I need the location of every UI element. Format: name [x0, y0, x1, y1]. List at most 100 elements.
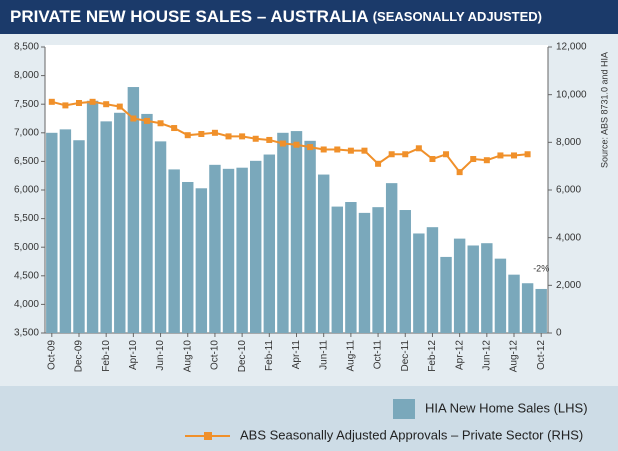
- bar: [141, 113, 153, 333]
- marker: [211, 129, 218, 136]
- marker: [62, 102, 69, 109]
- bar: [46, 132, 58, 333]
- y-tick-label: 4,500: [14, 270, 39, 281]
- y-tick-label: 3,500: [14, 328, 39, 339]
- bar: [481, 243, 493, 333]
- marker: [157, 120, 164, 127]
- bar: [399, 210, 411, 333]
- marker: [89, 98, 96, 105]
- y-tick-label: 8,000: [14, 70, 39, 81]
- marker: [48, 98, 55, 105]
- legend-swatch: [204, 432, 212, 440]
- marker: [483, 157, 490, 164]
- bar: [304, 140, 316, 333]
- marker: [456, 169, 463, 176]
- legend-area: [0, 386, 618, 451]
- marker: [116, 103, 123, 110]
- legend-label: HIA New Home Sales (LHS): [425, 400, 588, 415]
- marker: [415, 145, 422, 152]
- marker: [171, 125, 178, 132]
- bar: [413, 233, 425, 333]
- y-tick-label: 5,500: [14, 213, 39, 224]
- marker: [103, 101, 110, 108]
- marker: [347, 147, 354, 154]
- bar: [453, 238, 466, 333]
- bar: [168, 169, 180, 333]
- y-tick-label: 6,500: [14, 156, 39, 167]
- x-tick-label: Jun-10: [155, 340, 166, 371]
- x-tick-label: Apr-11: [291, 340, 302, 370]
- bar: [236, 167, 248, 333]
- marker: [75, 100, 82, 107]
- bar: [59, 129, 72, 333]
- bar: [100, 121, 112, 333]
- bar: [182, 181, 194, 333]
- bar: [154, 141, 167, 333]
- marker: [388, 151, 395, 158]
- y-tick-label: 7,000: [14, 127, 39, 138]
- marker: [307, 144, 314, 151]
- bar: [508, 274, 520, 333]
- legend-swatch: [393, 399, 415, 419]
- bar: [114, 112, 126, 333]
- x-tick-label: Feb-11: [264, 340, 275, 371]
- marker: [198, 130, 205, 137]
- bar: [73, 140, 85, 333]
- marker: [279, 140, 286, 147]
- bar: [331, 206, 343, 333]
- marker: [375, 160, 382, 167]
- marker: [130, 115, 137, 122]
- x-tick-label: Dec-09: [74, 340, 85, 373]
- marker: [252, 135, 259, 142]
- y-tick-label: 6,000: [14, 185, 39, 196]
- x-tick-label: Jun-12: [481, 340, 492, 371]
- annotation: -2%: [533, 263, 549, 273]
- bar: [345, 202, 357, 333]
- y2-tick-label: 8,000: [556, 137, 581, 148]
- x-tick-label: Oct-11: [373, 340, 384, 370]
- marker: [293, 141, 300, 148]
- bar: [372, 207, 384, 333]
- bar: [521, 283, 534, 333]
- bar: [317, 174, 330, 333]
- x-tick-label: Jun-11: [318, 340, 329, 370]
- marker: [429, 156, 436, 163]
- y2-tick-label: 6,000: [556, 185, 581, 196]
- x-tick-label: Dec-10: [237, 340, 248, 373]
- bar: [385, 183, 398, 333]
- bar: [127, 87, 140, 333]
- bar: [358, 212, 371, 333]
- bar: [209, 164, 221, 333]
- bar: [290, 131, 303, 333]
- bar: [277, 132, 289, 333]
- x-tick-label: Oct-10: [210, 340, 221, 370]
- bar: [250, 160, 262, 333]
- marker: [443, 151, 450, 158]
- y2-tick-label: 12,000: [556, 42, 587, 53]
- marker: [470, 156, 477, 163]
- marker: [361, 147, 368, 154]
- marker: [511, 152, 518, 159]
- marker: [225, 133, 232, 140]
- bar: [222, 168, 235, 333]
- y-tick-label: 8,500: [14, 42, 39, 53]
- x-tick-label: Feb-10: [101, 340, 112, 372]
- bar: [440, 256, 452, 333]
- legend-label: ABS Seasonally Adjusted Approvals – Priv…: [240, 427, 583, 442]
- y2-tick-label: 2,000: [556, 280, 581, 291]
- bar: [467, 245, 479, 333]
- y2-tick-label: 0: [556, 328, 562, 339]
- x-tick-label: Oct-09: [46, 340, 57, 370]
- x-tick-label: Apr-12: [454, 340, 465, 370]
- marker: [320, 146, 327, 153]
- x-tick-label: Aug-11: [346, 340, 357, 372]
- bar: [195, 188, 208, 333]
- bar: [86, 100, 99, 333]
- y-tick-label: 7,500: [14, 99, 39, 110]
- bar: [263, 154, 276, 333]
- x-tick-label: Aug-10: [182, 340, 193, 373]
- marker: [524, 151, 531, 158]
- marker: [239, 133, 246, 140]
- y-tick-label: 4,000: [14, 299, 39, 310]
